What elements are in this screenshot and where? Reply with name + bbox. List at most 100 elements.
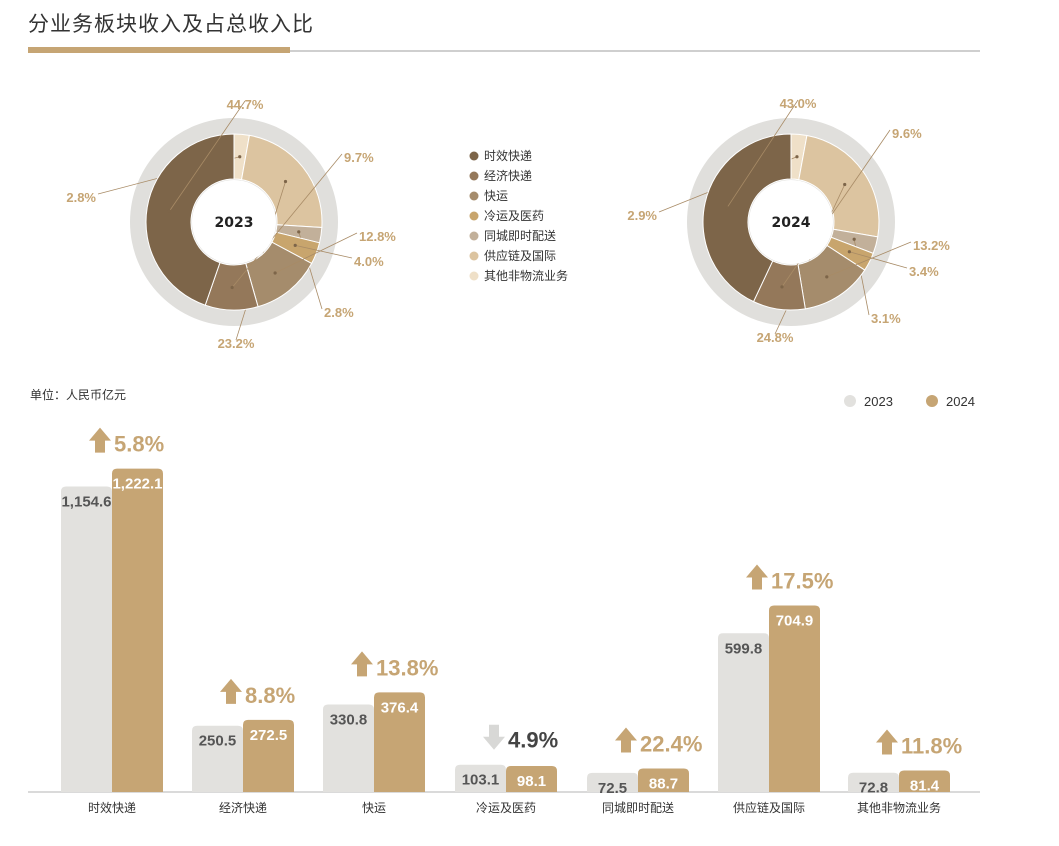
slice-label-2023-5: 23.2% — [218, 336, 255, 351]
leader-dot-2023-1 — [230, 285, 234, 290]
bar-2024-1 — [243, 719, 294, 792]
bar-2024-5 — [769, 605, 820, 792]
legend-swatch-5 — [469, 251, 479, 261]
bar-value-2023-2: 330.8 — [330, 711, 368, 728]
legend-swatch-3 — [469, 211, 479, 221]
leader-dot-2024-5 — [843, 182, 847, 187]
growth-up-arrow-icon-5 — [746, 564, 768, 590]
leader-line-2023-3 — [295, 244, 353, 259]
leader-dot-2024-3 — [847, 250, 851, 254]
slice-label-2023-3: 4.0% — [354, 254, 384, 269]
bar-2023-0 — [61, 486, 112, 792]
unit-label: 单位：人民币亿元 — [30, 387, 126, 402]
leader-line-2023-2 — [274, 232, 358, 274]
bar-value-2023-3: 103.1 — [462, 772, 500, 789]
legend-label-0: 时效快递 — [484, 148, 532, 163]
bar-legend-swatch-2023 — [844, 395, 856, 407]
title-accent-bar — [28, 47, 290, 53]
growth-label-2: 13.8% — [376, 655, 438, 680]
category-label-0: 时效快递 — [88, 800, 136, 815]
legend-label-4: 同城即时配送 — [484, 228, 556, 243]
donut-center-2024 — [749, 180, 833, 264]
leader-dot-2024-0 — [725, 206, 729, 210]
leader-dot-2024-2 — [825, 275, 829, 279]
bar-2024-4 — [638, 768, 689, 792]
bar-value-2024-5: 704.9 — [776, 612, 814, 629]
legend-swatch-4 — [469, 231, 479, 241]
bar-legend-label-2024: 2024 — [946, 394, 975, 409]
bar-value-2023-6: 72.8 — [859, 780, 888, 797]
growth-label-5: 17.5% — [771, 568, 833, 593]
donut-slice-2023-5 — [240, 134, 323, 229]
bar-2023-1 — [192, 725, 243, 792]
leader-line-2023-1 — [231, 153, 343, 288]
category-label-3: 冷运及医药 — [476, 801, 536, 815]
title-divider — [28, 50, 980, 52]
donut-slice-2024-0 — [702, 133, 792, 303]
bar-legend-label-2023: 2023 — [864, 394, 893, 409]
category-label-1: 经济快递 — [219, 800, 267, 815]
growth-up-arrow-icon-6 — [876, 729, 898, 755]
slice-label-2024-5: 24.8% — [757, 330, 794, 345]
leader-line-2023-0 — [169, 100, 246, 212]
bar-value-2023-4: 72.5 — [598, 780, 627, 797]
donut-center-label-2023: 2023 — [215, 215, 254, 231]
slice-label-2023-6: 2.8% — [66, 190, 96, 205]
bar-2023-2 — [323, 704, 374, 792]
slice-label-2023-4: 2.8% — [324, 305, 354, 320]
category-label-6: 其他非物流业务 — [857, 800, 941, 815]
category-label-4: 同城即时配送 — [602, 800, 674, 815]
leader-dot-2024-6 — [795, 155, 799, 159]
bar-value-2023-5: 599.8 — [725, 640, 763, 657]
donut-center-2023 — [192, 180, 276, 264]
growth-up-arrow-icon-0 — [89, 427, 111, 453]
bar-2024-6 — [899, 770, 950, 792]
legend-label-2: 快运 — [484, 189, 508, 203]
leader-dot-2024-4 — [852, 237, 856, 241]
page-title: 分业务板块收入及占总收入比 — [28, 12, 314, 36]
legend-swatch-6 — [469, 271, 479, 281]
donut-slice-2024-5 — [798, 134, 880, 238]
category-label-5: 供应链及国际 — [733, 800, 805, 815]
leader-dot-2023-5 — [283, 179, 288, 184]
donut-slice-2023-0 — [145, 133, 235, 306]
bar-2023-3 — [455, 764, 506, 792]
bar-2024-3 — [506, 766, 557, 792]
bar-2024-0 — [112, 468, 163, 792]
slice-label-2024-6: 2.9% — [627, 208, 657, 223]
bar-value-2024-6: 81.4 — [910, 777, 940, 794]
growth-up-arrow-icon-4 — [615, 727, 637, 753]
slice-label-2023-0: 44.7% — [227, 97, 264, 112]
leader-dot-2023-2 — [273, 271, 277, 275]
slice-label-2024-4: 3.1% — [871, 311, 901, 326]
category-label-2: 快运 — [362, 801, 386, 815]
bar-2023-5 — [718, 633, 769, 792]
leader-line-2024-3 — [849, 251, 908, 269]
bar-2023-6 — [848, 772, 899, 792]
leader-dot-2024-1 — [780, 285, 784, 289]
bar-value-2024-3: 98.1 — [517, 773, 546, 790]
slice-label-2023-1: 9.7% — [344, 150, 374, 165]
growth-up-arrow-icon-1 — [220, 678, 242, 704]
leader-dot-2023-3 — [293, 243, 297, 247]
growth-label-4: 22.4% — [640, 732, 702, 757]
legend-label-3: 冷运及医药 — [484, 209, 544, 223]
legend-label-1: 经济快递 — [484, 168, 532, 183]
legend-swatch-2 — [469, 191, 479, 201]
legend-label-6: 其他非物流业务 — [484, 268, 568, 283]
legend-swatch-1 — [469, 171, 479, 181]
slice-label-2024-3: 3.4% — [909, 264, 939, 279]
leader-dot-2023-4 — [297, 230, 301, 234]
growth-label-3: 4.9% — [508, 728, 558, 753]
bar-2024-2 — [374, 692, 425, 792]
leader-line-2024-0 — [726, 99, 799, 208]
growth-down-arrow-icon-3 — [483, 724, 505, 750]
bar-value-2023-1: 250.5 — [199, 733, 237, 750]
growth-label-0: 5.8% — [114, 432, 164, 457]
leader-dot-2023-0 — [167, 209, 172, 213]
slice-label-2024-1: 9.6% — [892, 126, 922, 141]
bar-2023-4 — [587, 772, 638, 792]
slice-label-2023-2: 12.8% — [359, 229, 396, 244]
growth-label-1: 8.8% — [245, 683, 295, 708]
slice-label-2024-2: 13.2% — [913, 238, 950, 253]
